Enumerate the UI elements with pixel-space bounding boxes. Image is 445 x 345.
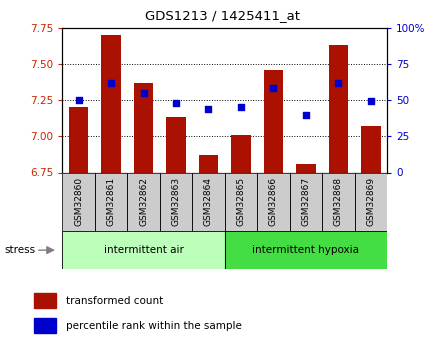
Point [335, 80, 342, 86]
Bar [160, 172, 192, 231]
Point [205, 106, 212, 111]
Bar [34, 318, 57, 333]
Point [75, 97, 82, 103]
Point [238, 105, 245, 110]
Bar [199, 155, 218, 172]
Bar [127, 172, 160, 231]
Bar [160, 172, 192, 231]
Bar [101, 35, 121, 172]
Point [108, 80, 115, 86]
Bar [225, 172, 257, 231]
Bar [296, 164, 316, 172]
Bar [225, 231, 387, 269]
Bar [322, 172, 355, 231]
Bar [34, 293, 57, 308]
Bar [62, 231, 225, 269]
Point [173, 100, 180, 106]
Text: percentile rank within the sample: percentile rank within the sample [66, 321, 242, 331]
Bar [225, 172, 257, 231]
Point [270, 86, 277, 91]
Bar [361, 126, 380, 172]
Bar [134, 83, 153, 172]
Text: intermittent air: intermittent air [104, 245, 183, 255]
Bar [62, 231, 225, 269]
Text: intermittent hypoxia: intermittent hypoxia [252, 245, 360, 255]
Bar [192, 172, 225, 231]
Bar [264, 70, 283, 172]
Text: GSM32869: GSM32869 [366, 177, 376, 226]
Text: GSM32862: GSM32862 [139, 177, 148, 226]
Text: GSM32863: GSM32863 [171, 177, 181, 226]
Bar [62, 172, 95, 231]
Bar [166, 117, 186, 172]
Bar [290, 172, 322, 231]
Text: GSM32865: GSM32865 [236, 177, 246, 226]
Text: stress: stress [4, 245, 36, 255]
Bar [322, 172, 355, 231]
Text: GDS1213 / 1425411_at: GDS1213 / 1425411_at [145, 9, 300, 22]
Text: GSM32866: GSM32866 [269, 177, 278, 226]
Text: GSM32867: GSM32867 [301, 177, 311, 226]
Bar [127, 172, 160, 231]
Bar [192, 172, 225, 231]
Bar [257, 172, 290, 231]
Bar [62, 172, 95, 231]
Point [368, 99, 375, 104]
Bar [257, 172, 290, 231]
Bar [95, 172, 127, 231]
Bar [225, 231, 387, 269]
Bar [231, 135, 251, 172]
Point [140, 90, 147, 96]
Point [303, 112, 310, 117]
Bar [69, 107, 88, 172]
Bar [329, 45, 348, 172]
Bar [290, 172, 322, 231]
Text: transformed count: transformed count [66, 296, 164, 306]
Text: GSM32860: GSM32860 [74, 177, 83, 226]
Bar [355, 172, 387, 231]
Bar [355, 172, 387, 231]
Text: GSM32864: GSM32864 [204, 177, 213, 226]
Text: GSM32861: GSM32861 [106, 177, 116, 226]
Bar [95, 172, 127, 231]
Text: GSM32868: GSM32868 [334, 177, 343, 226]
